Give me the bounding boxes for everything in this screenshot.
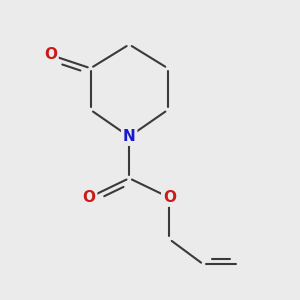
Text: O: O (44, 47, 57, 62)
Text: N: N (123, 129, 136, 144)
Text: O: O (82, 190, 96, 205)
Text: O: O (163, 190, 176, 205)
